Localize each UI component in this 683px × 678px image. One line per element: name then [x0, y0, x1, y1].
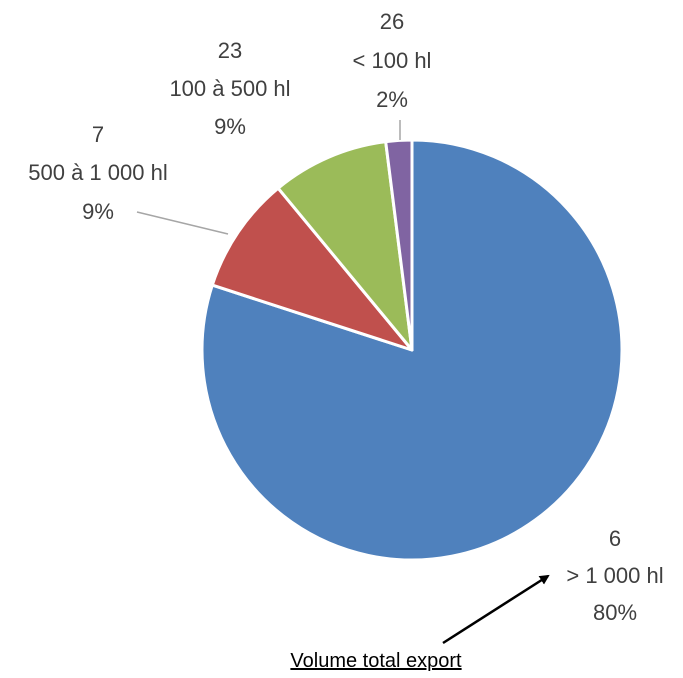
label-percent-lt-100: 2% — [376, 87, 408, 112]
label-group-lt-100: 26 < 100 hl 2% — [353, 9, 432, 112]
slice-100-500 — [276, 140, 414, 352]
label-count-500-1000: 7 — [92, 122, 104, 147]
label-category-gt-1000: > 1 000 hl — [566, 563, 663, 588]
label-category-lt-100: < 100 hl — [353, 48, 432, 73]
slice-lt-100 — [384, 138, 414, 352]
label-percent-100-500: 9% — [214, 114, 246, 139]
label-group-100-500: 23 100 à 500 hl 9% — [169, 38, 290, 139]
slice-500-1000 — [210, 186, 414, 352]
label-group-gt-1000: 6 > 1 000 hl 80% — [566, 526, 663, 625]
label-percent-500-1000: 9% — [82, 199, 114, 224]
label-percent-gt-1000: 80% — [593, 600, 637, 625]
leader-line-500-1000 — [136, 211, 229, 235]
label-group-500-1000: 7 500 à 1 000 hl 9% — [28, 122, 167, 224]
pie-slices — [200, 138, 624, 562]
label-count-100-500: 23 — [218, 38, 242, 63]
annotation-arrow — [442, 574, 550, 645]
label-category-500-1000: 500 à 1 000 hl — [28, 160, 167, 185]
label-count-lt-100: 26 — [380, 9, 404, 34]
label-count-gt-1000: 6 — [609, 526, 621, 551]
annotation-text: Volume total export — [290, 650, 462, 672]
label-category-100-500: 100 à 500 hl — [169, 76, 290, 101]
